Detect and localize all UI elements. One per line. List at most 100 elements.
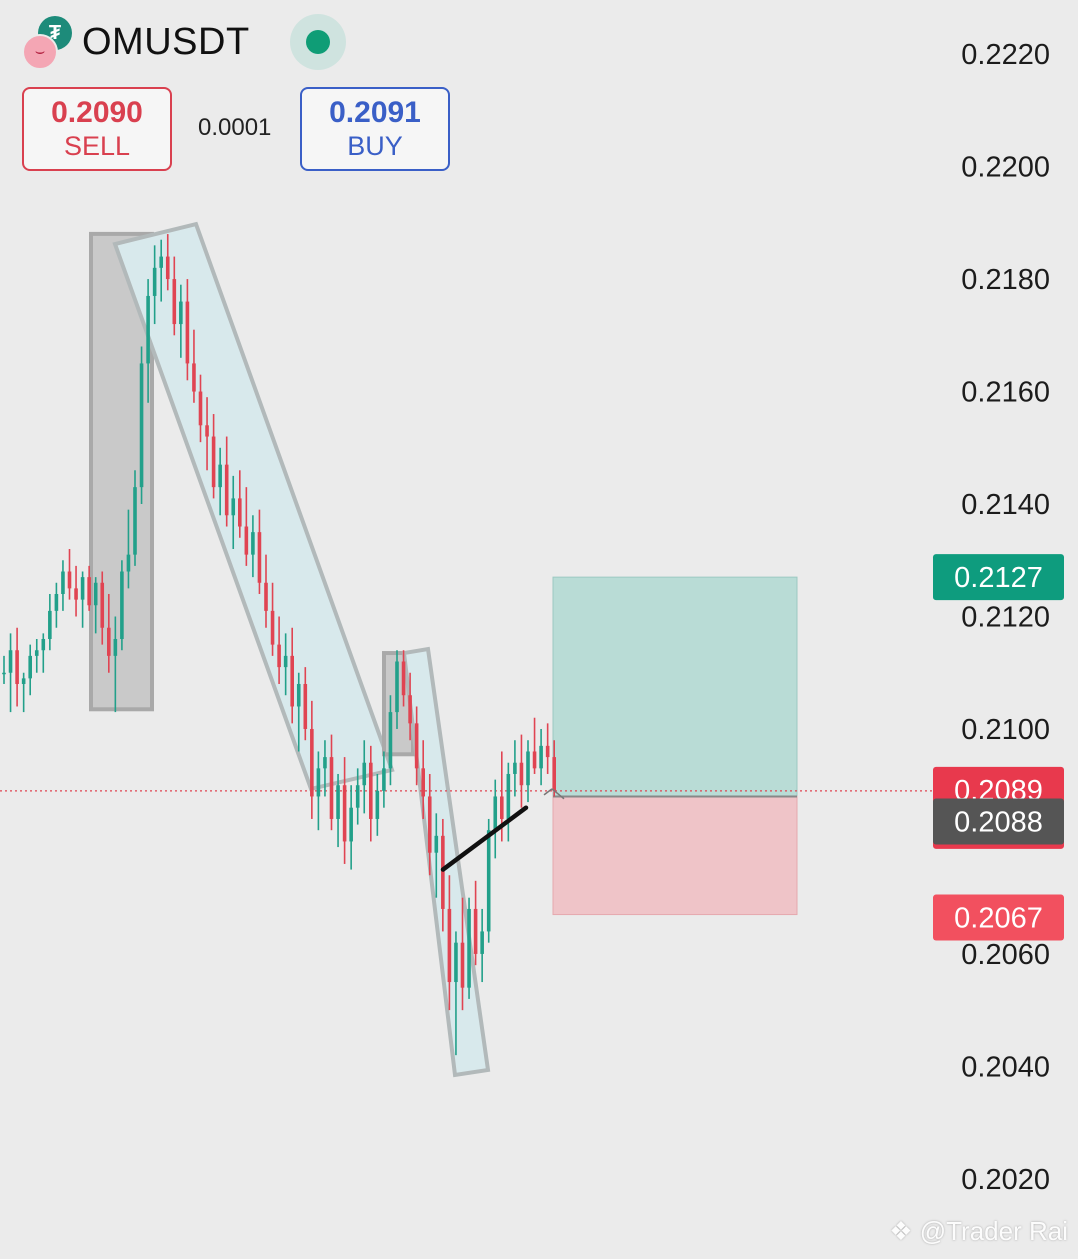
candle-body — [67, 571, 72, 589]
price-axis-label: 0.2200 — [961, 152, 1050, 184]
candle-body — [349, 807, 353, 842]
stop-price-tag: 0.2067 — [933, 894, 1064, 941]
long-position-tool[interactable] — [0, 576, 933, 916]
candle — [513, 740, 517, 797]
price-axis-label: 0.2140 — [961, 489, 1050, 521]
candle-body — [8, 650, 13, 673]
candle-body — [369, 762, 373, 819]
stop-zone — [552, 795, 798, 916]
candle — [165, 234, 170, 291]
market-status-indicator[interactable] — [290, 14, 346, 70]
candle-body — [506, 773, 511, 819]
descending-channel — [112, 221, 395, 792]
candle — [126, 509, 131, 589]
candle-body — [28, 655, 32, 679]
candle-body — [2, 672, 6, 675]
candle-body — [486, 830, 491, 932]
candle — [395, 650, 399, 729]
candle — [93, 577, 98, 634]
candle — [401, 650, 406, 707]
candle-body — [460, 942, 465, 988]
candle — [107, 594, 111, 673]
candle — [382, 751, 386, 808]
symbol-header[interactable]: ₮ ⌣ OMUSDT — [20, 14, 250, 70]
candle-body — [133, 487, 137, 555]
candle — [238, 470, 242, 538]
candle-body — [421, 768, 425, 797]
candle-body — [362, 762, 367, 786]
candle — [159, 239, 163, 302]
candle-body — [414, 723, 419, 769]
candle — [61, 560, 65, 611]
candle — [244, 487, 249, 566]
candle-body — [107, 627, 111, 656]
candle — [185, 279, 190, 381]
candle — [48, 594, 52, 651]
buy-price: 0.2091 — [329, 96, 421, 129]
candle-body — [539, 745, 543, 769]
candle-body — [467, 908, 471, 988]
candle — [80, 571, 85, 628]
candle — [21, 672, 26, 713]
candle — [506, 762, 511, 842]
candle — [251, 515, 255, 578]
candle-body — [251, 532, 255, 555]
price-axis-label: 0.2180 — [961, 264, 1050, 296]
candle-body — [211, 436, 216, 488]
candle — [336, 773, 340, 848]
price-axis-label: 0.2020 — [961, 1164, 1050, 1196]
candle-body — [238, 498, 242, 527]
price-axis: 0.2220 0.2200 0.2180 0.2160 0.2140 0.2120 0.21… — [961, 39, 1050, 1196]
symbol-name: OMUSDT — [82, 20, 250, 63]
price-axis-label: 0.2040 — [961, 1051, 1050, 1083]
candle-body — [165, 256, 170, 280]
candle-body — [15, 650, 19, 684]
candle-body — [80, 577, 85, 600]
candle — [172, 256, 177, 336]
candle — [342, 757, 347, 864]
candle-body — [519, 762, 524, 786]
candle-body — [113, 638, 118, 656]
candle — [545, 723, 550, 774]
candle-body — [526, 751, 530, 786]
candle-body — [34, 650, 39, 656]
candle — [296, 672, 301, 752]
candle-body — [310, 728, 314, 797]
candle — [192, 329, 196, 403]
candle-body — [473, 908, 478, 954]
candle-body — [172, 279, 177, 325]
buy-button[interactable]: 0.2091 BUY — [300, 87, 450, 171]
candle — [270, 582, 275, 656]
candle-body — [427, 796, 432, 853]
candle — [526, 740, 530, 803]
sell-button[interactable]: 0.2090 SELL — [22, 87, 172, 171]
candle-body — [323, 757, 327, 769]
candle — [34, 638, 39, 673]
candle — [87, 565, 91, 611]
candle — [211, 414, 216, 499]
candle-body — [382, 768, 386, 791]
candle-body — [120, 571, 124, 639]
candle-body — [139, 363, 144, 488]
candle — [447, 875, 452, 1011]
candle — [152, 245, 157, 325]
entry-price-tag: 0.2088 — [933, 798, 1064, 845]
candle — [264, 554, 268, 628]
candle — [460, 897, 465, 1011]
candle — [139, 346, 144, 505]
candle — [198, 374, 203, 443]
candle-body — [61, 571, 65, 595]
buy-label: BUY — [347, 131, 403, 161]
candle — [434, 813, 439, 898]
candle — [224, 436, 229, 527]
tag-background — [933, 894, 1064, 941]
candle-body — [93, 582, 98, 606]
candle — [480, 908, 484, 983]
candle — [303, 667, 308, 741]
candle-body — [480, 931, 484, 954]
candle-body — [41, 638, 46, 651]
candle — [369, 745, 373, 842]
candle — [283, 633, 288, 696]
